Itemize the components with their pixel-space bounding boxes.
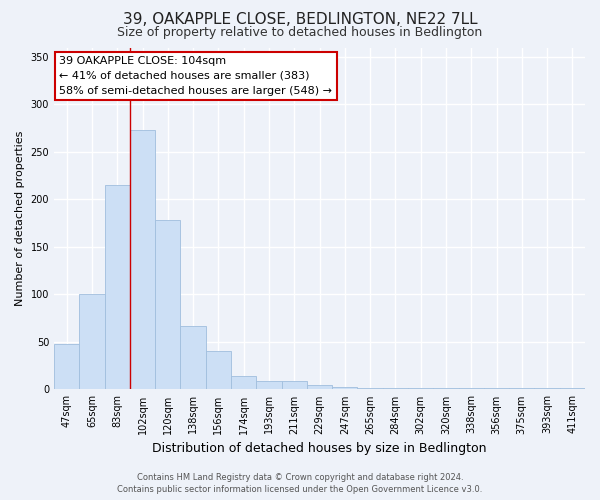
Bar bbox=[358, 388, 383, 390]
X-axis label: Distribution of detached houses by size in Bedlington: Distribution of detached houses by size … bbox=[152, 442, 487, 455]
Bar bbox=[408, 388, 433, 390]
Text: Contains HM Land Registry data © Crown copyright and database right 2024.
Contai: Contains HM Land Registry data © Crown c… bbox=[118, 472, 482, 494]
Bar bbox=[104, 185, 130, 390]
Bar bbox=[307, 384, 332, 390]
Bar bbox=[484, 388, 509, 390]
Bar bbox=[206, 352, 231, 390]
Y-axis label: Number of detached properties: Number of detached properties bbox=[15, 131, 25, 306]
Bar bbox=[509, 388, 535, 390]
Bar bbox=[535, 388, 560, 390]
Bar bbox=[560, 388, 585, 390]
Bar bbox=[79, 294, 104, 390]
Bar bbox=[130, 130, 155, 390]
Bar bbox=[433, 388, 458, 390]
Bar bbox=[155, 220, 181, 390]
Bar bbox=[181, 326, 206, 390]
Bar bbox=[383, 388, 408, 390]
Text: 39, OAKAPPLE CLOSE, BEDLINGTON, NE22 7LL: 39, OAKAPPLE CLOSE, BEDLINGTON, NE22 7LL bbox=[122, 12, 478, 28]
Text: Size of property relative to detached houses in Bedlington: Size of property relative to detached ho… bbox=[118, 26, 482, 39]
Bar bbox=[54, 344, 79, 390]
Bar bbox=[458, 388, 484, 390]
Bar bbox=[256, 381, 281, 390]
Bar bbox=[231, 376, 256, 390]
Bar bbox=[281, 381, 307, 390]
Bar bbox=[332, 386, 358, 390]
Text: 39 OAKAPPLE CLOSE: 104sqm
← 41% of detached houses are smaller (383)
58% of semi: 39 OAKAPPLE CLOSE: 104sqm ← 41% of detac… bbox=[59, 56, 332, 96]
